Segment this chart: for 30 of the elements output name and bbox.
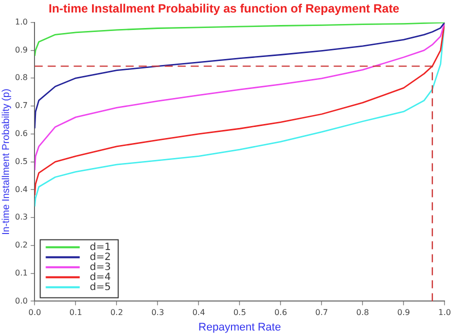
x-tick-label: 0.6 — [274, 308, 288, 318]
y-tick-label: 0.2 — [14, 240, 28, 250]
x-tick-label: 0.8 — [356, 308, 370, 318]
x-tick-label: 0.9 — [397, 308, 410, 318]
legend-label: d=1 — [90, 242, 111, 253]
x-tick-label: 0.7 — [315, 308, 328, 318]
y-tick-label: 0.5 — [14, 156, 28, 166]
x-tick-label: 0.0 — [28, 308, 42, 318]
y-tick-label: 0.0 — [14, 296, 28, 306]
x-tick-label: 0.4 — [192, 308, 206, 318]
y-tick-label: 0.1 — [14, 268, 28, 278]
chart-title: In-time Installment Probability as function of Repayment Rate — [48, 2, 400, 16]
x-tick-label: 1.0 — [438, 308, 452, 318]
legend-label: d=2 — [90, 252, 111, 263]
legend-label: d=3 — [90, 262, 111, 273]
y-tick-label: 0.8 — [14, 73, 28, 82]
y-tick-label: 0.6 — [14, 129, 28, 138]
legend-label: d=5 — [90, 282, 111, 293]
x-tick-label: 0.2 — [110, 308, 124, 318]
y-tick-label: 0.3 — [14, 212, 28, 222]
x-axis-title: Repayment Rate — [198, 321, 281, 334]
legend-label: d=4 — [90, 272, 111, 283]
x-tick-label: 0.1 — [69, 308, 82, 318]
y-tick-label: 0.9 — [14, 45, 28, 54]
y-axis-title: In-time Installment Probability (p) — [0, 88, 12, 235]
x-tick-label: 0.5 — [233, 308, 246, 318]
x-tick-label: 0.3 — [151, 308, 164, 318]
y-tick-label: 1.0 — [14, 17, 28, 26]
y-tick-label: 0.7 — [14, 101, 28, 110]
y-tick-label: 0.4 — [14, 184, 28, 194]
